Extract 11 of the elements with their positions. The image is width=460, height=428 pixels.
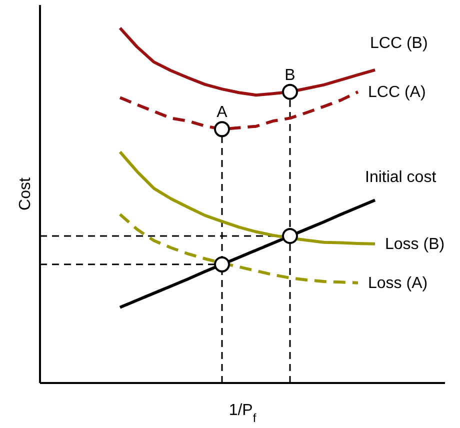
series-label: Initial cost <box>365 169 437 186</box>
x-axis-title: 1/P$_{f}$ <box>228 402 257 425</box>
series-label: LCC (A) <box>368 84 426 101</box>
annotation: B <box>284 66 296 84</box>
point <box>214 256 230 272</box>
series-label: Loss (A) <box>368 274 428 292</box>
series-label: Loss (B) <box>385 236 445 253</box>
annotation: A <box>216 104 228 122</box>
y-axis-title: Cost <box>17 177 34 210</box>
point <box>282 228 298 244</box>
series-label: LCC (B) <box>370 34 428 52</box>
